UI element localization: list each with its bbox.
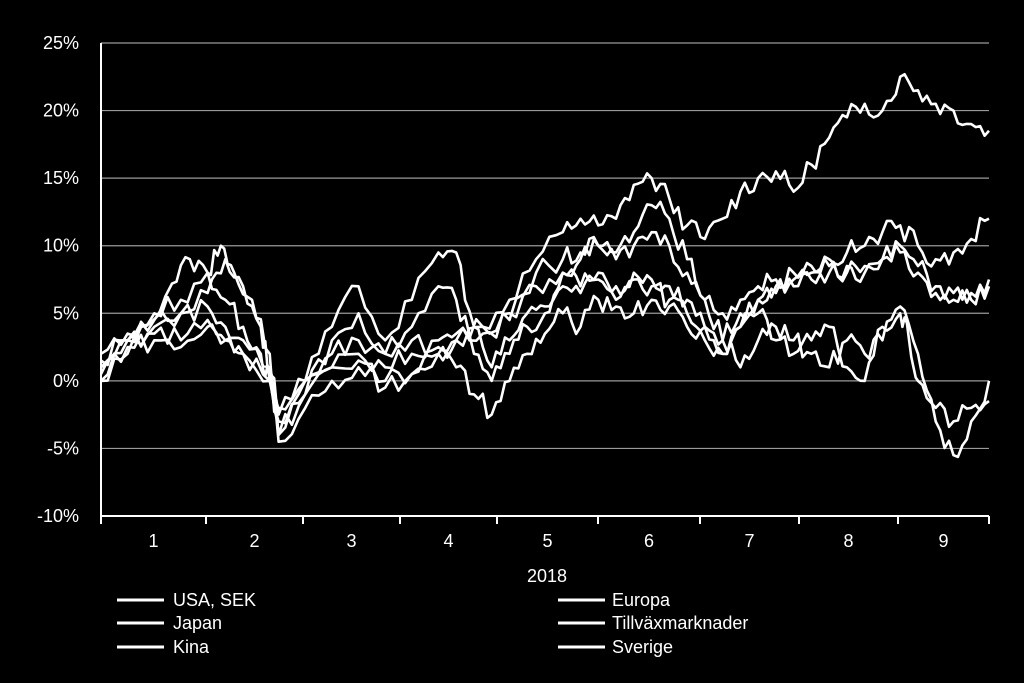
x-tick-label: 6 xyxy=(644,531,654,551)
y-tick-label: -5% xyxy=(47,438,79,458)
x-axis-title: 2018 xyxy=(527,566,567,586)
x-tick-label: 5 xyxy=(542,531,552,551)
y-tick-label: -10% xyxy=(37,506,79,526)
legend: USA, SEK Europa Japan Tillväxmarknader Kina S… xyxy=(117,590,748,657)
y-tick-label: 25% xyxy=(43,33,79,53)
series-lines xyxy=(99,73,991,459)
x-tick-label: 1 xyxy=(148,531,158,551)
x-axis-tick-labels: 1 2 3 4 5 6 7 8 9 xyxy=(148,531,948,551)
x-tick-label: 8 xyxy=(843,531,853,551)
y-tick-label: 5% xyxy=(53,303,79,323)
y-tick-label: 15% xyxy=(43,168,79,188)
x-tick-label: 7 xyxy=(744,531,754,551)
x-tick-label: 4 xyxy=(443,531,453,551)
x-tick-label: 2 xyxy=(249,531,259,551)
y-tick-label: 10% xyxy=(43,236,79,256)
legend-label: Japan xyxy=(173,613,222,633)
legend-label: Sverige xyxy=(612,637,673,657)
x-axis-ticks xyxy=(100,516,990,524)
y-axis-tick-labels: 25% 20% 15% 10% 5% 0% -5% -10% xyxy=(37,33,79,526)
legend-label: Europa xyxy=(612,590,671,610)
series-line xyxy=(100,200,991,459)
legend-label: Tillväxmarknader xyxy=(612,613,748,633)
series-line xyxy=(100,243,991,443)
y-tick-label: 20% xyxy=(43,101,79,121)
legend-label: Kina xyxy=(173,637,210,657)
y-tick-label: 0% xyxy=(53,371,79,391)
legend-label: USA, SEK xyxy=(173,590,256,610)
x-tick-label: 9 xyxy=(938,531,948,551)
x-tick-label: 3 xyxy=(346,531,356,551)
